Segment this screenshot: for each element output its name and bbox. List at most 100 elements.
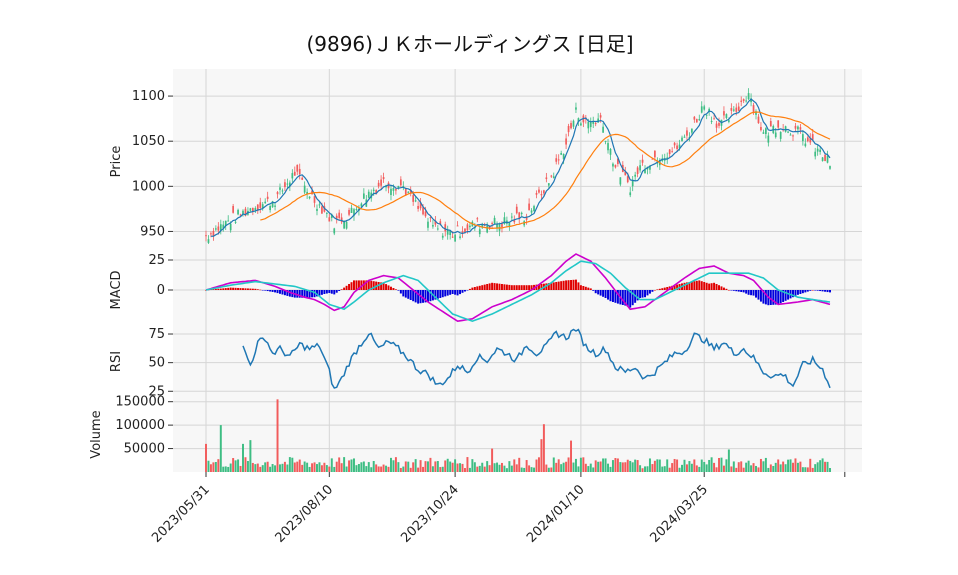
volume-bar <box>671 463 674 472</box>
macd-hist-bar <box>249 288 252 290</box>
volume-bar <box>207 460 210 472</box>
macd-hist-bar <box>212 289 215 290</box>
candle-body <box>683 136 686 138</box>
macd-hist-bar <box>685 282 688 290</box>
candle-body <box>380 179 382 186</box>
candle-body <box>476 218 479 220</box>
volume-bar <box>449 461 452 472</box>
candle-body <box>607 143 609 151</box>
y-tick-label-price: 1100 <box>132 89 165 104</box>
candle-body <box>713 118 715 120</box>
volume-bar <box>794 458 797 472</box>
volume-bar <box>599 461 602 472</box>
macd-hist-bar <box>725 288 728 290</box>
macd-hist-bar <box>486 284 489 290</box>
volume-bar <box>503 465 506 472</box>
volume-bar <box>372 460 375 472</box>
macd-hist-bar <box>609 290 612 302</box>
volume-bar <box>787 459 790 472</box>
candle-body <box>266 196 269 199</box>
candle-body <box>681 137 683 142</box>
candle-body <box>261 204 264 208</box>
macd-hist-bar <box>651 290 654 292</box>
candle-body <box>789 134 792 136</box>
y-tick-label-rsi: 75 <box>148 327 165 342</box>
volume-bar <box>648 458 651 472</box>
volume-bar <box>439 467 442 472</box>
macd-hist-bar <box>229 287 232 290</box>
x-tick-label: 2024/01/10 <box>524 482 588 546</box>
macd-hist-bar <box>466 290 469 291</box>
volume-bar <box>604 458 607 472</box>
volume-bar <box>779 464 782 472</box>
macd-hist-bar <box>473 287 476 290</box>
volume-bar <box>483 466 486 472</box>
macd-hist-bar <box>695 280 698 290</box>
y-tick-label-price: 950 <box>140 224 165 239</box>
volume-bar <box>478 465 481 472</box>
candle-body <box>407 191 410 193</box>
volume-bar <box>303 461 306 472</box>
volume-bar <box>592 467 595 472</box>
macd-hist-bar <box>234 287 237 290</box>
macd-hist-bar <box>434 290 437 300</box>
candle-body <box>750 98 752 103</box>
candle-body <box>286 183 289 185</box>
volume-bar <box>340 463 343 472</box>
macd-hist-bar <box>481 285 484 290</box>
volume-bar <box>658 459 661 472</box>
volume-bar <box>799 461 802 472</box>
macd-hist-bar <box>513 285 516 290</box>
macd-hist-bar <box>757 290 760 300</box>
volume-bar <box>589 463 592 472</box>
macd-hist-bar <box>335 290 338 293</box>
macd-hist-bar <box>360 280 363 290</box>
volume-bar <box>693 459 696 472</box>
macd-hist-bar <box>286 290 289 296</box>
macd-hist-bar <box>394 289 397 290</box>
macd-hist-bar <box>264 290 267 291</box>
volume-bar <box>325 465 328 472</box>
candle-body <box>686 130 688 136</box>
x-tick-label: 2023/05/31 <box>149 482 213 546</box>
volume-bar <box>666 459 669 472</box>
candle-body <box>572 120 575 127</box>
candle-body <box>745 100 748 102</box>
candle-body <box>565 138 567 145</box>
macd-hist-bar <box>552 282 555 290</box>
macd-hist-bar <box>288 290 291 297</box>
volume-bar <box>668 467 671 472</box>
macd-hist-bar <box>676 284 679 290</box>
volume-bar <box>466 457 469 472</box>
ma-long-line <box>260 111 831 230</box>
volume-bar <box>653 460 656 472</box>
volume-bar <box>587 466 590 472</box>
candle-body <box>382 177 385 180</box>
macd-hist-bar <box>505 284 508 290</box>
volume-bar <box>752 463 755 472</box>
candle-body <box>732 109 735 111</box>
volume-bar <box>525 460 528 472</box>
candle-body <box>316 208 318 211</box>
volume-bar <box>535 459 538 472</box>
candle-body <box>232 206 234 213</box>
chart-panels: 2023/05/31 2023/08/10 2023/10/24 2024/01/10… <box>89 69 862 546</box>
volume-bar <box>429 457 432 472</box>
candle-body <box>535 193 538 195</box>
volume-bar <box>375 464 378 472</box>
macd-hist-bar <box>819 290 822 292</box>
volume-bar <box>804 467 807 472</box>
candle-body <box>444 224 447 232</box>
volume-bar <box>370 467 373 472</box>
candle-body <box>641 159 644 163</box>
volume-bar <box>824 461 827 472</box>
volume-bar <box>404 461 407 472</box>
volume-bar <box>602 458 605 472</box>
volume-bar <box>431 466 434 472</box>
candle-body <box>503 217 506 225</box>
volume-bar <box>274 465 277 472</box>
macd-hist-bar <box>518 285 521 290</box>
volume-bar <box>350 459 353 472</box>
candle-body <box>676 145 678 150</box>
candle-body <box>821 157 824 162</box>
